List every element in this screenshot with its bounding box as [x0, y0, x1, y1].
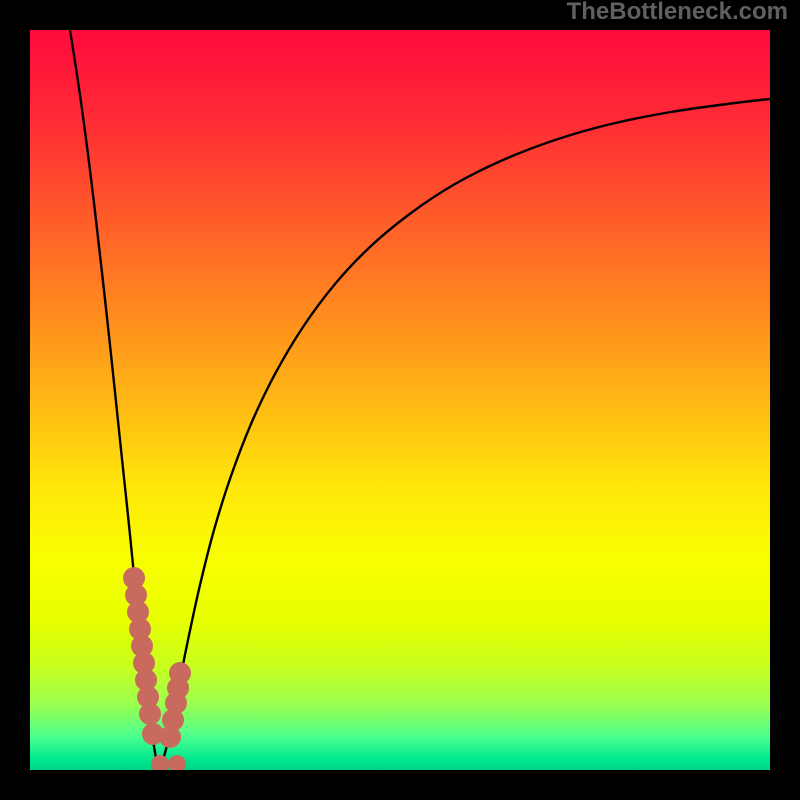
chart-border-frame: [0, 0, 800, 800]
watermark-text: TheBottleneck.com: [567, 0, 788, 26]
chart-stage: TheBottleneck.com: [0, 0, 800, 800]
